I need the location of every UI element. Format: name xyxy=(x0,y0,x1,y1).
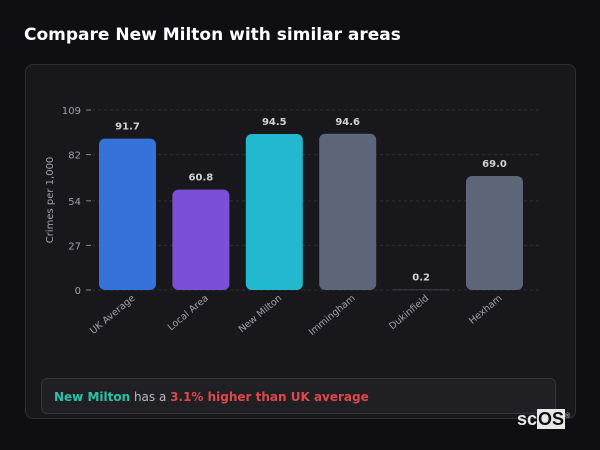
bar[interactable] xyxy=(245,133,303,290)
y-tick-label: 0 xyxy=(75,286,81,297)
bar-value-label: 94.5 xyxy=(262,117,287,128)
bar-value-label: 94.6 xyxy=(335,117,360,128)
x-tick-label: Local Area xyxy=(166,293,211,333)
page-title: Compare New Milton with similar areas xyxy=(24,25,401,45)
bar-value-label: 91.7 xyxy=(115,122,140,133)
x-tick-label: Dukinfield xyxy=(387,293,431,332)
y-tick-label: 82 xyxy=(68,151,81,162)
bar[interactable] xyxy=(466,176,523,290)
bar-value-label: 60.8 xyxy=(189,173,214,184)
bar[interactable] xyxy=(99,138,156,290)
summary-area: New Milton xyxy=(54,390,131,404)
x-tick-label: Hexham xyxy=(467,293,504,327)
bar-value-label: 0.2 xyxy=(412,273,430,284)
bar[interactable] xyxy=(392,289,450,291)
summary-middle: has a xyxy=(130,390,171,404)
x-tick-label: UK Average xyxy=(88,293,137,337)
scos-logo: scOS® xyxy=(517,409,571,429)
y-tick-label: 54 xyxy=(68,197,81,208)
bar-value-label: 69.0 xyxy=(482,159,507,170)
summary-comparison: 3.1% higher than UK average xyxy=(170,390,369,404)
x-tick-label: Immingham xyxy=(307,293,358,338)
bar[interactable] xyxy=(172,189,230,290)
bar[interactable] xyxy=(319,133,377,290)
summary-box: New Milton has a 3.1% higher than UK ave… xyxy=(41,378,556,414)
x-tick-label: New Milton xyxy=(237,293,285,335)
y-axis-label: Crimes per 1,000 xyxy=(45,157,56,244)
y-tick-label: 27 xyxy=(68,241,81,252)
y-tick-label: 109 xyxy=(62,106,81,117)
